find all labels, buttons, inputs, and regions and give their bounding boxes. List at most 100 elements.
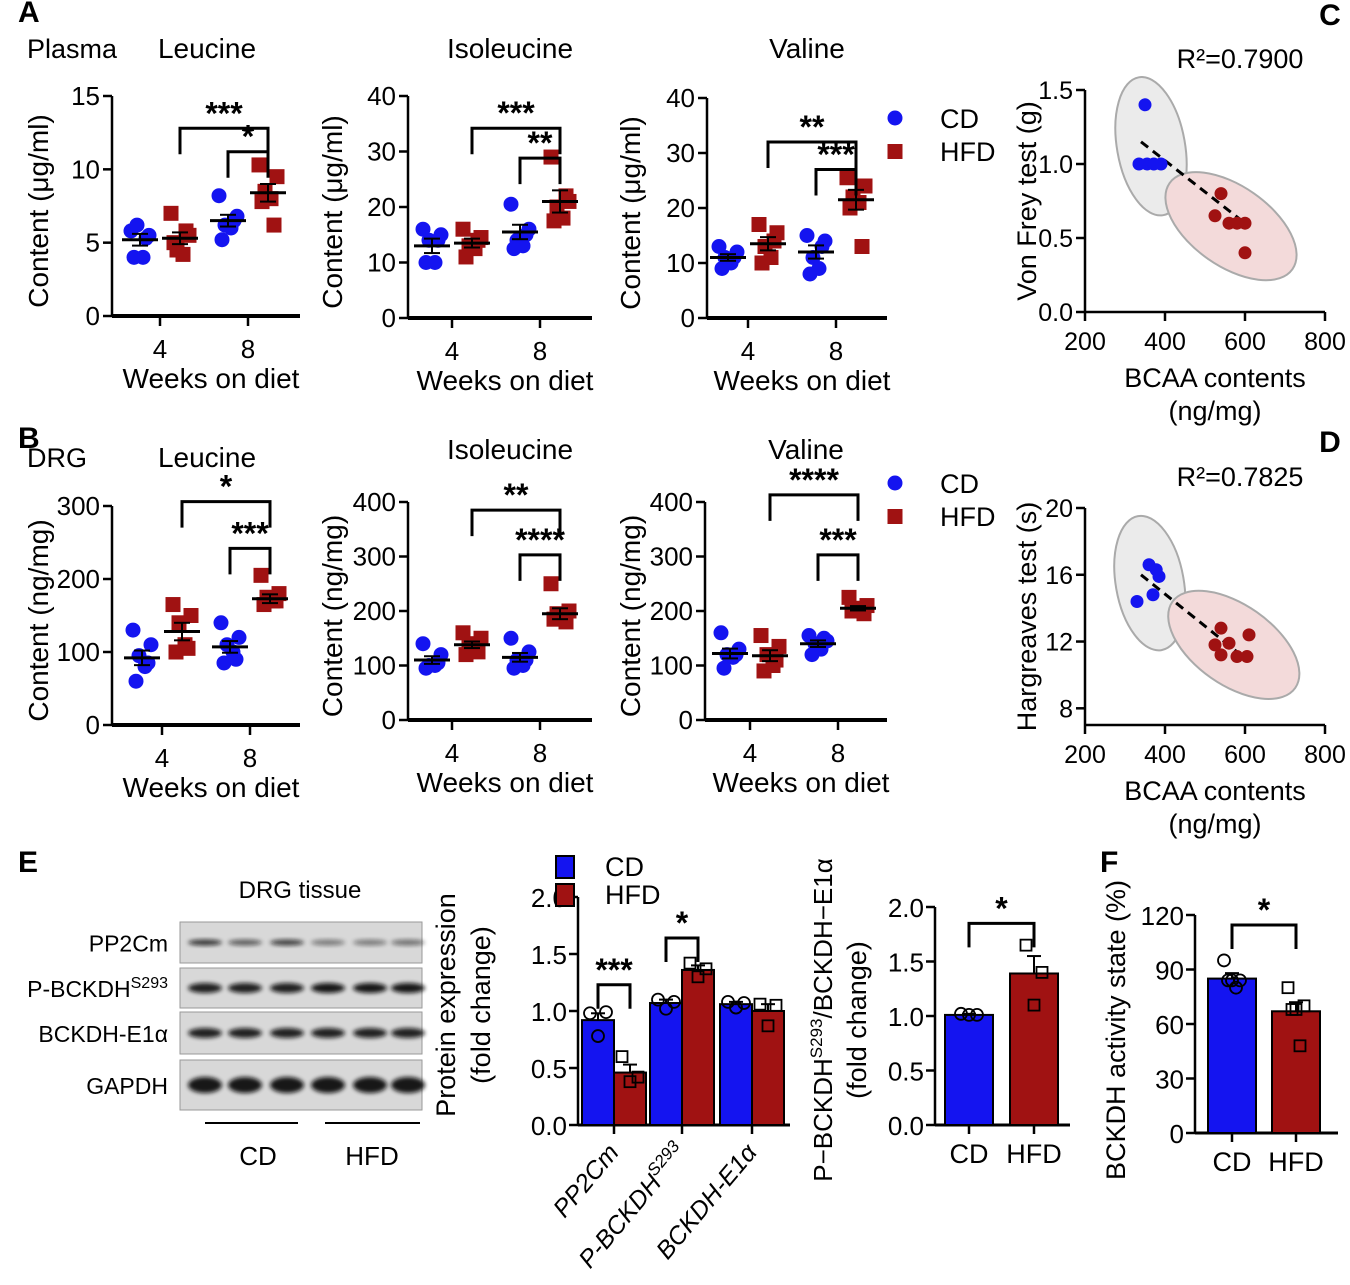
data-point-hfd [1293,1039,1307,1053]
y-tick-label: 0.5 [888,1057,924,1087]
protein-band [270,983,304,993]
x-axis-unit-label: (ng/mg) [1168,396,1261,426]
panel-label-E: E [18,846,38,879]
data-point-cd [599,1005,613,1020]
data-point-cd [503,196,519,212]
data-point-cd [667,994,681,1009]
superscript: S293 [131,975,168,992]
data-point-hfd [1208,209,1222,223]
y-tick-label: 30 [1155,1065,1184,1095]
significance-label: ** [800,109,825,145]
data-point-cd [713,625,729,641]
data-point-hfd [251,157,267,173]
y-tick-label: 1.0 [888,1002,924,1032]
data-point-hfd [1019,938,1033,952]
data-point-hfd [699,962,713,976]
y-tick-label: 200 [57,564,100,594]
blot-strip [179,921,425,964]
significance-label: *** [819,522,857,558]
data-point-hfd [183,608,199,623]
y-tick-label: 40 [367,81,396,111]
chart-title: Isoleucine [447,33,573,64]
blot-group-hfd: HFD [345,1141,398,1171]
bar-cd [944,1013,994,1126]
data-point-hfd [269,169,285,185]
chart-title: Leucine [158,33,256,64]
significance-bracket [178,126,270,155]
protein-band [391,1077,425,1093]
data-point-hfd [266,217,282,233]
data-point-hfd [253,567,269,583]
data-point-hfd [163,205,179,221]
x-tick-label: 600 [1224,741,1266,769]
y-tick-label: 300 [353,542,396,572]
significance-label: * [220,469,233,505]
data-point-cd [214,232,230,248]
significance-label: *** [595,952,633,988]
y-tick-label: 5 [86,228,100,258]
data-point-hfd [1214,187,1228,201]
chart-title: Leucine [158,442,256,473]
data-point-hfd [180,640,196,656]
legend-hfd-marker [555,883,575,907]
r-squared-annotation: R²=0.7825 [1177,462,1304,492]
blot-row-label-2: BCKDH-E1α [38,1021,168,1047]
y-axis-label: Content (μg/ml) [23,114,54,308]
x-tick-label: 200 [1064,328,1106,356]
protein-band [391,1028,425,1038]
panel-label-A: A [18,0,40,29]
y-tick-label: 15 [71,81,100,111]
x-tick-label: 4 [445,336,459,366]
data-point-cd [129,217,145,233]
y-tick-label: 30 [367,137,396,167]
x-axis-label: Weeks on diet [713,767,890,798]
y-axis-label: Content (ng/mg) [317,515,348,717]
significance-label: * [242,119,255,155]
data-point-hfd [1230,650,1244,664]
data-point-hfd [1238,246,1252,260]
x-tick-label: 4 [445,738,459,768]
panel-label-F: F [1100,846,1118,879]
y-axis-label: Content (μg/ml) [615,116,646,310]
significance-bracket [768,493,860,521]
y-tick-label: 0.5 [1038,225,1073,253]
protein-band [311,1077,345,1093]
x-category-label: CD [950,1139,989,1169]
y-tick-label: 0.0 [1038,299,1073,327]
y-tick-label: 120 [1141,901,1184,931]
data-point-cd [711,239,727,254]
protein-band [353,1028,387,1038]
significance-bracket [180,500,272,528]
data-point-cd [1221,973,1235,988]
x-axis-label: Weeks on diet [123,772,300,803]
y-tick-label: 1.0 [531,997,567,1027]
panel-group-label: DRG [27,443,87,473]
y-tick-label: 0 [86,301,100,331]
western-blot: DRG tissue PP2Cm P-BCKDHS293 BCKDH-E1α GAPDH… [27,877,425,1171]
blot-group-cd: CD [239,1141,277,1171]
y-tick-label: 100 [353,651,396,681]
x-axis-label: BCAA contents [1124,776,1306,806]
bar-chart-F: 0 30 60 90 120 CD HFD * BCKDH activity state (%) [1101,880,1338,1180]
data-point-cd [716,660,732,676]
legend-cd-label: CD [605,852,644,882]
bar-hfd [1009,972,1059,1126]
x-tick-label: 8 [533,336,547,366]
bar-hfd [681,968,715,1127]
data-point-hfd [854,239,870,254]
data-point-cd [213,615,229,631]
x-axis-unit-label: (ng/mg) [1168,809,1261,839]
significance-bracket [518,156,562,185]
legend-hfd-marker [887,509,903,524]
significance-label: **** [789,462,839,498]
protein-band [311,983,345,993]
panel-label-C: C [1319,0,1341,32]
y-tick-label: 100 [650,651,693,681]
data-point-cd [503,630,519,646]
data-point-hfd [1222,636,1236,650]
x-category-label: HFD [1006,1139,1062,1169]
data-point-hfd [178,223,194,239]
data-point-hfd [1214,621,1228,635]
x-axis-label: Weeks on diet [123,363,300,394]
